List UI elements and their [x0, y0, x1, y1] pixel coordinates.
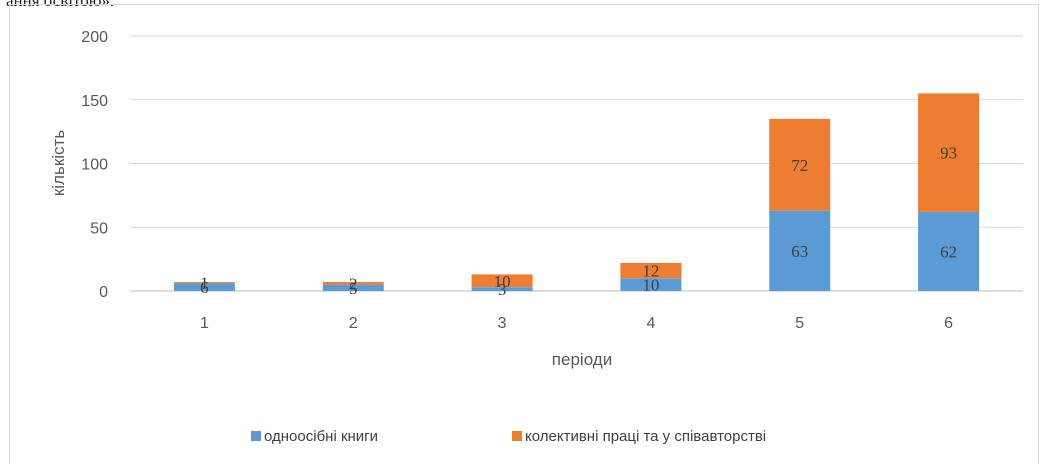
data-label: 62 — [940, 242, 957, 261]
data-label: 2 — [349, 274, 358, 293]
x-tick-label: 2 — [349, 315, 358, 332]
data-label: 72 — [791, 156, 808, 175]
bar-segment — [322, 282, 384, 285]
x-tick-label: 1 — [200, 315, 209, 332]
x-axis-title: періоди — [552, 350, 612, 369]
legend-swatch — [251, 431, 261, 441]
bar-segment — [620, 262, 682, 279]
bar-segment — [620, 278, 682, 291]
data-label: 10 — [642, 276, 659, 295]
x-tick-label: 4 — [646, 315, 655, 332]
data-label: 63 — [791, 242, 808, 261]
bar-segment — [471, 287, 533, 291]
bar-segment — [173, 282, 235, 284]
bar-segment — [769, 210, 831, 291]
data-label: 3 — [498, 280, 507, 299]
bars — [173, 93, 980, 291]
data-label: 6 — [200, 278, 209, 297]
bar-segment — [173, 283, 235, 291]
chart-frame — [9, 4, 1039, 464]
data-label: 93 — [940, 144, 957, 163]
data-label: 12 — [642, 262, 659, 281]
legend-label: колективні праці та у співавторстві — [525, 428, 766, 445]
paragraph-fragment: ання освітою». — [6, 0, 115, 10]
legend-swatch — [512, 431, 522, 441]
bar-segment — [322, 284, 384, 291]
x-tick-labels: 1 2 3 4 5 6 — [200, 315, 953, 332]
gridlines — [130, 35, 1023, 292]
y-tick-label: 150 — [81, 93, 108, 110]
y-tick-label: 100 — [81, 157, 108, 174]
bar-segment — [918, 211, 980, 291]
legend: одноосібні книги колективні праці та у сп… — [251, 428, 766, 445]
legend-label: одноосібні книги — [264, 428, 378, 445]
x-tick-label: 6 — [944, 315, 953, 332]
y-axis-title: кількість — [49, 130, 68, 196]
x-tick-label: 5 — [795, 315, 804, 332]
y-tick-label: 0 — [99, 284, 108, 301]
data-label: 5 — [349, 279, 358, 298]
data-label: 1 — [200, 274, 209, 293]
y-tick-labels: 0 50 100 150 200 — [81, 29, 108, 301]
y-tick-label: 200 — [81, 29, 108, 46]
bar-segment — [918, 93, 980, 212]
data-label: 10 — [494, 272, 511, 291]
bar-segment — [471, 274, 533, 288]
x-tick-label: 3 — [498, 315, 507, 332]
bar-segment — [769, 118, 831, 211]
y-tick-label: 50 — [90, 220, 108, 237]
